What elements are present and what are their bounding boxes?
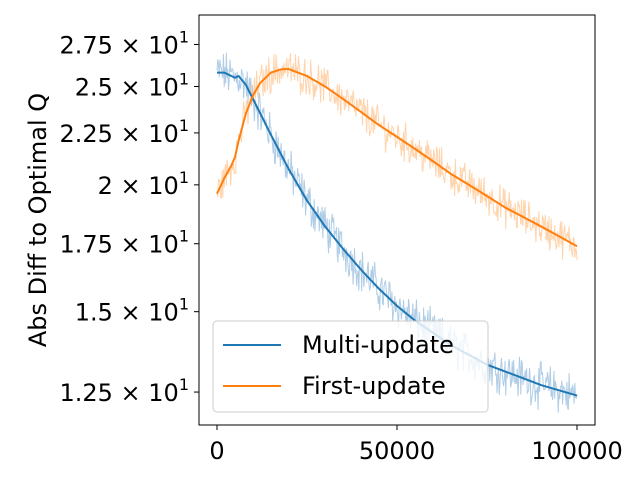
y-tick-label: 2.75 × 101 [59, 27, 189, 59]
series-lines [216, 68, 578, 397]
legend-box [212, 320, 489, 413]
x-tick-label: 50000 [359, 437, 435, 465]
line-multi-update [217, 71, 578, 397]
x-tick-label: 0 [209, 437, 224, 465]
y-tick-label: 1.5 × 101 [75, 295, 189, 327]
y-axis-label: Abs Diff to Optimal Q [24, 93, 52, 347]
y-tick-label: 2.5 × 101 [75, 69, 189, 101]
y-tick-label: 2.25 × 101 [59, 116, 189, 148]
x-tick-label: 100000 [531, 437, 623, 465]
legend: Multi-update First-update [212, 320, 489, 413]
y-axis: 1.25 × 101 1.5 × 101 1.75 × 101 2 × 101 2.25… [59, 27, 199, 407]
y-tick-label: 1.75 × 101 [59, 227, 189, 259]
legend-label-first-update: First-update [302, 372, 446, 400]
line-first-update [216, 68, 578, 248]
x-axis: 0 50000 100000 [209, 425, 623, 465]
y-tick-label: 2 × 101 [98, 168, 189, 200]
legend-label-multi-update: Multi-update [302, 331, 454, 359]
y-tick-label: 1.25 × 101 [59, 375, 189, 407]
band-first-update [216, 53, 578, 261]
